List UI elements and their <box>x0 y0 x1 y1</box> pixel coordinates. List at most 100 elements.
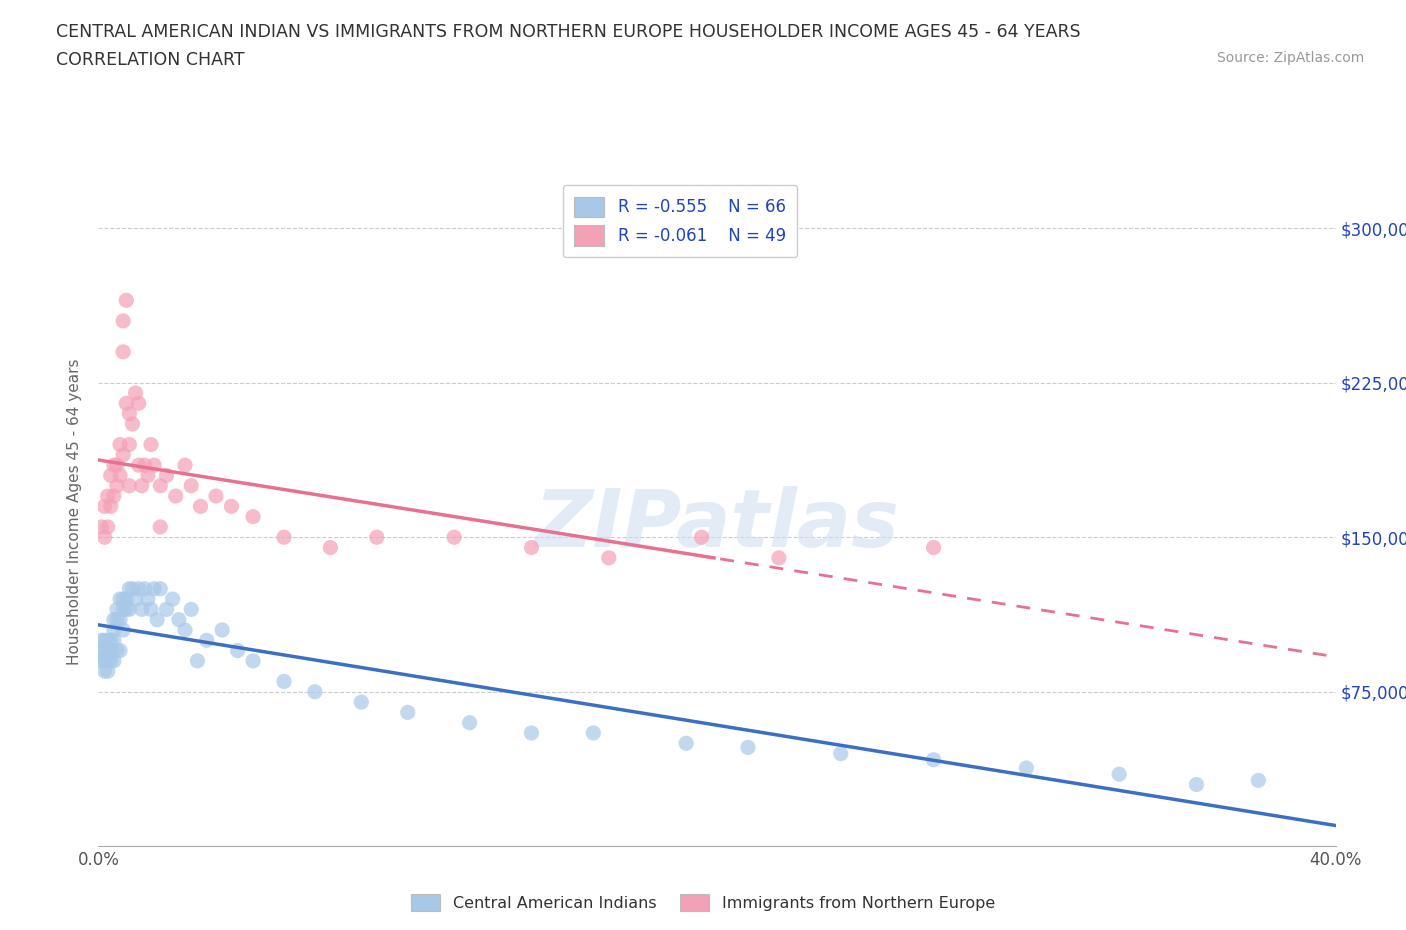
Point <box>211 622 233 637</box>
Point <box>226 644 249 658</box>
Point <box>366 530 388 545</box>
Point <box>162 591 184 606</box>
Point <box>149 581 172 596</box>
Point <box>105 612 128 627</box>
Point <box>205 488 228 503</box>
Point <box>165 488 187 503</box>
Point <box>97 488 120 503</box>
Point <box>93 498 115 513</box>
Point <box>134 458 156 472</box>
Point <box>118 406 141 421</box>
Point <box>443 530 465 545</box>
Point <box>143 581 166 596</box>
Point <box>97 644 120 658</box>
Text: Source: ZipAtlas.com: Source: ZipAtlas.com <box>1216 51 1364 65</box>
Point <box>180 478 202 493</box>
Point <box>108 644 131 658</box>
Point <box>155 602 177 617</box>
Point <box>121 417 143 432</box>
Point <box>139 437 162 452</box>
Point <box>105 602 128 617</box>
Y-axis label: Householder Income Ages 45 - 64 years: Householder Income Ages 45 - 64 years <box>67 358 83 665</box>
Point <box>149 520 172 535</box>
Point <box>115 602 138 617</box>
Point <box>100 654 122 669</box>
Point <box>273 530 295 545</box>
Point <box>167 612 190 627</box>
Point <box>118 437 141 452</box>
Point <box>221 498 243 513</box>
Point <box>105 478 128 493</box>
Point <box>97 632 120 647</box>
Point <box>304 684 326 699</box>
Point <box>93 644 115 658</box>
Point <box>112 313 135 328</box>
Point <box>97 520 120 535</box>
Point <box>180 602 202 617</box>
Text: CENTRAL AMERICAN INDIAN VS IMMIGRANTS FROM NORTHERN EUROPE HOUSEHOLDER INCOME AG: CENTRAL AMERICAN INDIAN VS IMMIGRANTS FR… <box>56 23 1081 41</box>
Point <box>105 458 128 472</box>
Point <box>582 725 605 740</box>
Point <box>149 478 172 493</box>
Point <box>598 551 620 565</box>
Point <box>112 447 135 462</box>
Point <box>93 530 115 545</box>
Text: CORRELATION CHART: CORRELATION CHART <box>56 51 245 69</box>
Point <box>186 654 208 669</box>
Point <box>350 695 373 710</box>
Point <box>520 725 543 740</box>
Point <box>520 540 543 555</box>
Point <box>128 458 150 472</box>
Point <box>675 736 697 751</box>
Point <box>690 530 713 545</box>
Point <box>108 437 131 452</box>
Point <box>108 591 131 606</box>
Point <box>97 664 120 679</box>
Point <box>131 602 153 617</box>
Point <box>830 746 852 761</box>
Point <box>124 386 146 401</box>
Point <box>105 644 128 658</box>
Point <box>922 752 945 767</box>
Point <box>90 654 112 669</box>
Point <box>93 664 115 679</box>
Point <box>112 591 135 606</box>
Point <box>242 510 264 525</box>
Point <box>103 458 125 472</box>
Point <box>90 644 112 658</box>
Point <box>136 468 159 483</box>
Point <box>90 632 112 647</box>
Point <box>108 612 131 627</box>
Point <box>100 632 122 647</box>
Point <box>190 498 212 513</box>
Point <box>115 591 138 606</box>
Point <box>112 344 135 359</box>
Point <box>103 654 125 669</box>
Point <box>139 602 162 617</box>
Point <box>319 540 342 555</box>
Point <box>103 612 125 627</box>
Point <box>768 551 790 565</box>
Point <box>118 602 141 617</box>
Point <box>128 396 150 411</box>
Point <box>174 458 197 472</box>
Point <box>174 622 197 637</box>
Point <box>273 674 295 689</box>
Point <box>128 581 150 596</box>
Point <box>100 644 122 658</box>
Point <box>396 705 419 720</box>
Legend: Central American Indians, Immigrants from Northern Europe: Central American Indians, Immigrants fro… <box>405 888 1001 917</box>
Point <box>1247 773 1270 788</box>
Point <box>103 632 125 647</box>
Point <box>103 622 125 637</box>
Point <box>115 396 138 411</box>
Point <box>143 458 166 472</box>
Point <box>90 520 112 535</box>
Point <box>1015 761 1038 776</box>
Text: ZIPatlas: ZIPatlas <box>534 485 900 564</box>
Point <box>121 581 143 596</box>
Point <box>100 468 122 483</box>
Point <box>118 581 141 596</box>
Point <box>118 478 141 493</box>
Point <box>458 715 481 730</box>
